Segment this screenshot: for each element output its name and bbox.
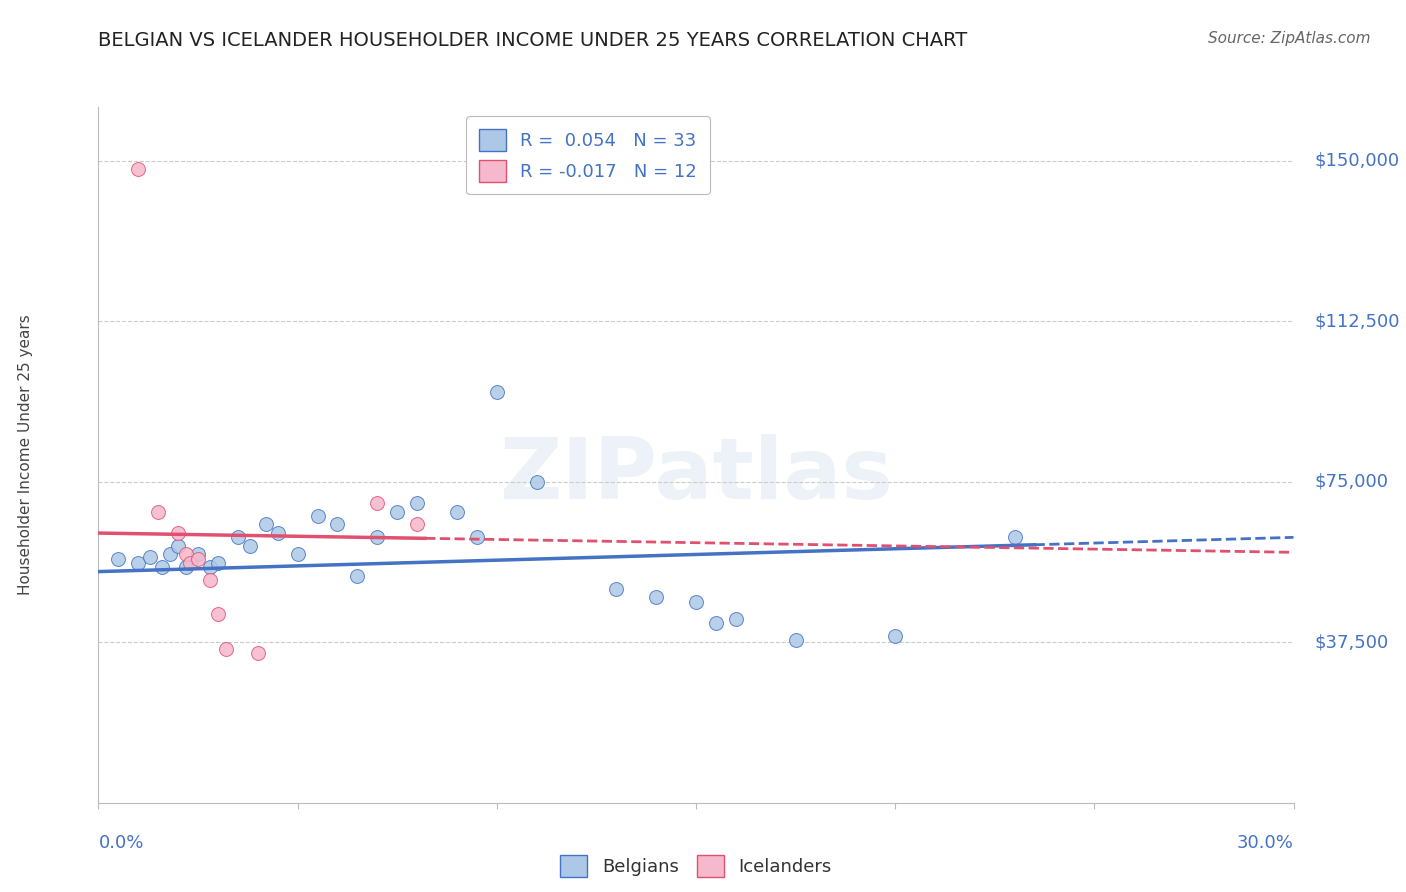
Text: $150,000: $150,000 [1315,152,1400,169]
Point [148,505,170,519]
Point [167,526,190,541]
Point [207,556,229,570]
Point [346,569,368,583]
Point [406,517,429,532]
Text: Source: ZipAtlas.com: Source: ZipAtlas.com [1208,31,1371,46]
Point [198,573,221,587]
Point [385,505,409,519]
Point [215,641,238,656]
Point [366,496,388,510]
Point [406,496,429,510]
Point [139,549,162,564]
Text: $112,500: $112,500 [1315,312,1400,330]
Point [174,560,197,574]
Point [785,633,807,648]
Text: BELGIAN VS ICELANDER HOUSEHOLDER INCOME UNDER 25 YEARS CORRELATION CHART: BELGIAN VS ICELANDER HOUSEHOLDER INCOME … [98,31,967,50]
Point [107,551,129,566]
Text: ZIPatlas: ZIPatlas [499,434,893,517]
Point [150,560,173,574]
Point [198,560,221,574]
Text: $37,500: $37,500 [1315,633,1389,651]
Point [174,548,197,562]
Point [179,556,201,570]
Point [287,548,309,562]
Point [685,594,707,608]
Point [246,646,269,660]
Text: $75,000: $75,000 [1315,473,1389,491]
Text: 30.0%: 30.0% [1237,834,1294,852]
Point [267,526,290,541]
Point [207,607,229,622]
Point [127,556,149,570]
Point [465,530,488,544]
Point [724,612,747,626]
Text: Householder Income Under 25 years: Householder Income Under 25 years [18,315,32,595]
Point [239,539,262,553]
Point [526,475,548,489]
Point [187,548,209,562]
Point [127,162,149,177]
Point [187,551,209,566]
Point [605,582,627,596]
Legend: Belgians, Icelanders: Belgians, Icelanders [553,847,839,884]
Point [366,530,388,544]
Point [326,517,349,532]
Point [884,629,907,643]
Point [645,591,668,605]
Point [226,530,249,544]
Text: 0.0%: 0.0% [98,834,143,852]
Point [159,548,181,562]
Point [254,517,277,532]
Point [485,384,508,399]
Point [704,615,727,630]
Point [307,508,329,523]
Point [1004,530,1026,544]
Point [446,505,468,519]
Point [167,539,190,553]
